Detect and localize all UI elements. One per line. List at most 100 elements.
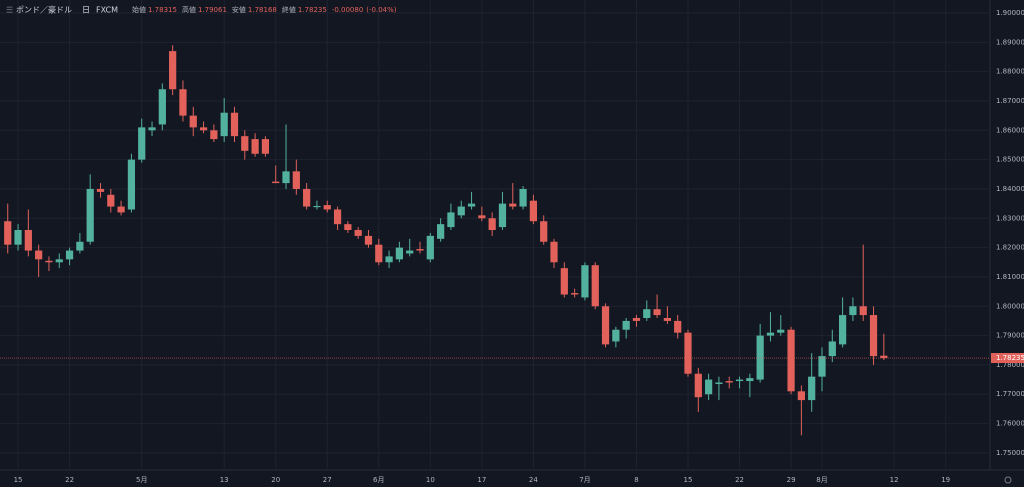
- candle-body: [4, 221, 12, 245]
- candle-body: [14, 230, 22, 245]
- candles: [4, 45, 888, 436]
- candle-body: [261, 139, 270, 154]
- candle-body: [653, 309, 661, 316]
- x-tick-label: 22: [735, 476, 744, 484]
- candle-body: [828, 341, 836, 357]
- interval[interactable]: 日: [82, 6, 90, 15]
- candle-body: [406, 250, 414, 254]
- candle-body: [746, 378, 754, 382]
- candle-body: [550, 241, 558, 263]
- candle-body: [766, 332, 775, 336]
- candle-body: [148, 127, 156, 131]
- candle-body: [529, 200, 538, 222]
- candle-body: [591, 265, 599, 307]
- candle-body: [849, 306, 857, 316]
- candle-body: [169, 51, 177, 90]
- ohlc-value: 1.78235: [298, 6, 327, 14]
- x-tick-label: 24: [529, 476, 538, 484]
- y-tick-label: 1.81000: [996, 273, 1024, 281]
- y-tick-label: 1.90000: [996, 9, 1024, 17]
- candle-body: [199, 127, 208, 131]
- candle-body: [818, 356, 826, 377]
- settings-icon[interactable]: [1004, 476, 1012, 484]
- candle-body: [251, 139, 259, 154]
- candle-body: [138, 127, 146, 160]
- y-tick-label: 1.84000: [996, 185, 1024, 193]
- candle-body: [560, 268, 568, 295]
- source[interactable]: FXCM: [96, 6, 118, 15]
- candle-body: [498, 203, 507, 228]
- candle-body: [509, 203, 517, 207]
- candle-body: [333, 209, 342, 225]
- candle-body: [292, 171, 300, 189]
- candle-body: [127, 159, 136, 210]
- candle-body: [601, 306, 610, 345]
- candle-body: [158, 89, 166, 125]
- y-tick-label: 1.76000: [996, 420, 1024, 428]
- candle-body: [839, 315, 847, 345]
- ohlc-label: 高値: [182, 5, 196, 14]
- x-tick-label: 15: [14, 476, 23, 484]
- candle-body: [540, 221, 548, 242]
- candle-body: [375, 244, 383, 263]
- x-tick-label: 27: [323, 476, 332, 484]
- x-tick-label: 7月: [579, 476, 590, 484]
- y-tick-label: 1.85000: [996, 156, 1024, 164]
- candle-body: [622, 320, 630, 330]
- header: ☰ ポンド／豪ドル 日 FXCM 始値 1.78315 高値 1.79061 安値 1.7…: [6, 5, 397, 15]
- x-tick-label: 8月: [816, 476, 827, 484]
- candle-body: [581, 265, 589, 298]
- candle-body: [632, 317, 641, 321]
- change-percent: (-0.04%): [366, 6, 396, 14]
- y-tick-label: 1.79000: [996, 332, 1024, 340]
- candle-body: [674, 320, 682, 333]
- ohlc-label: 終値: [282, 5, 296, 14]
- candle-body: [323, 205, 331, 210]
- candle-body: [787, 329, 795, 392]
- candle-body: [715, 382, 723, 384]
- candle-body: [663, 317, 671, 321]
- last-price-label: 1.78235: [996, 354, 1024, 362]
- x-tick-label: 8: [634, 476, 638, 484]
- menu-icon[interactable]: ☰: [6, 6, 13, 15]
- symbol[interactable]: ポンド／豪ドル: [16, 5, 72, 15]
- y-tick-label: 1.77000: [996, 390, 1024, 398]
- candle-body: [272, 181, 280, 184]
- candle-body: [447, 212, 455, 228]
- x-tick-label: 19: [941, 476, 950, 484]
- candle-body: [457, 206, 465, 216]
- candle-body: [65, 250, 74, 260]
- candle-body: [467, 203, 476, 207]
- candle-body: [282, 171, 290, 184]
- candle-body: [416, 249, 424, 251]
- last-price-box: [991, 353, 1024, 364]
- candle-body: [313, 205, 321, 208]
- y-tick-label: 1.88000: [996, 68, 1024, 76]
- y-tick-label: 1.80000: [996, 302, 1024, 310]
- candle-body: [519, 188, 527, 207]
- candle-body: [684, 332, 692, 374]
- candle-body: [45, 260, 53, 263]
- x-tick-label: 29: [787, 476, 796, 484]
- x-tick-label: 5月: [136, 476, 147, 484]
- candle-body: [869, 315, 878, 357]
- ohlc-value: 1.78168: [248, 6, 277, 14]
- y-tick-label: 1.87000: [996, 97, 1024, 105]
- candle-body: [694, 373, 702, 398]
- y-tick-label: 1.75000: [996, 449, 1024, 457]
- y-tick-label: 1.83000: [996, 214, 1024, 222]
- candle-body: [426, 235, 434, 260]
- candle-body: [303, 188, 311, 207]
- candle-body: [385, 256, 393, 263]
- x-tick-label: 10: [426, 476, 435, 484]
- candle-body: [705, 379, 713, 395]
- candle-body: [437, 224, 445, 239]
- ohlc-value: 1.78315: [148, 6, 177, 14]
- candle-body: [797, 391, 805, 401]
- candle-body: [24, 230, 32, 251]
- candle-body: [859, 306, 867, 316]
- candle-body: [107, 194, 115, 207]
- x-tick-label: 22: [65, 476, 74, 484]
- candle-body: [76, 241, 84, 251]
